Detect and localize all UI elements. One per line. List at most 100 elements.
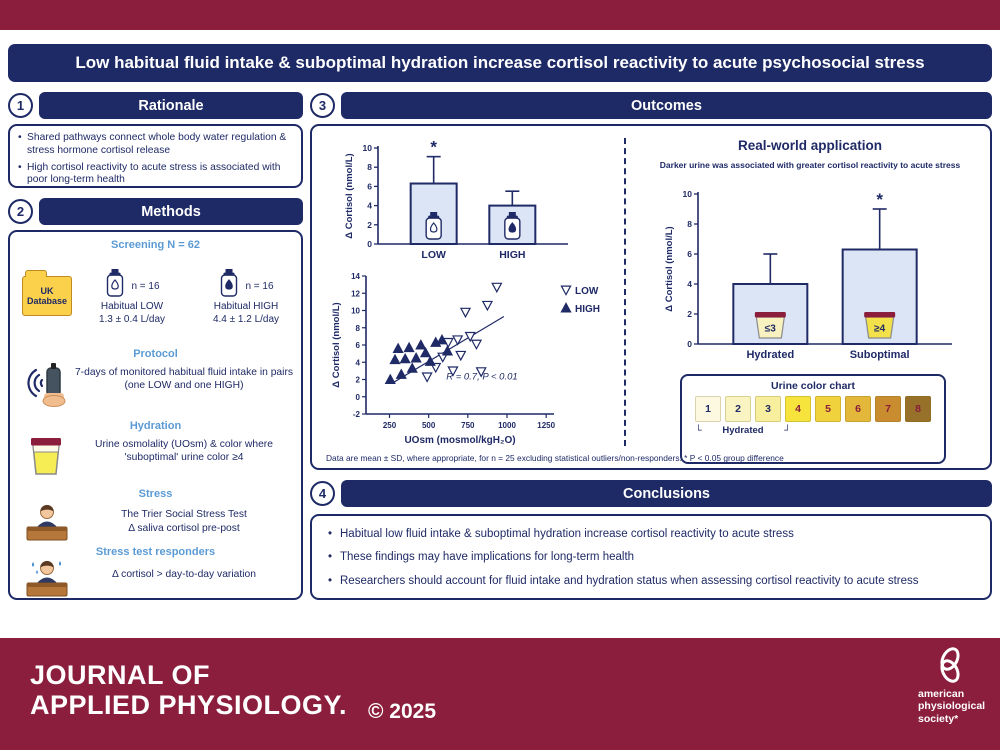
svg-text:Suboptimal: Suboptimal bbox=[850, 349, 910, 361]
journal-line1: JOURNAL OF bbox=[30, 660, 211, 690]
stress-text-line2: Δ saliva cortisol pre-post bbox=[128, 523, 240, 534]
rationale-number-badge: 1 bbox=[8, 93, 33, 118]
stress-test-person-icon bbox=[24, 502, 70, 549]
stress-label: Stress bbox=[138, 488, 173, 500]
svg-text:-2: -2 bbox=[353, 410, 361, 419]
svg-text:0: 0 bbox=[356, 393, 361, 402]
conclusions-section-title: Conclusions bbox=[341, 480, 992, 507]
svg-text:250: 250 bbox=[383, 421, 397, 430]
realworld-subtitle: Darker urine was associated with greater… bbox=[659, 160, 961, 170]
database-label-line1: UK bbox=[40, 285, 54, 296]
svg-text:750: 750 bbox=[461, 421, 475, 430]
conclusions-bullets: Habitual low fluid intake & suboptimal h… bbox=[326, 527, 972, 588]
low-group-label: Habitual LOW bbox=[100, 301, 164, 312]
cortisol-bar-chart: 0 2 4 6 8 10 Δ Cortisol (nmol/L) * LOW HIGH bbox=[344, 138, 568, 261]
svg-text:HIGH: HIGH bbox=[499, 249, 525, 261]
hydrated-range-label: └ Hydrated ┘ bbox=[695, 425, 791, 436]
hydration-bar-chart: 0 2 4 6 8 10 Δ Cortisol (nmol/L) Hydrated ≤3 * Sub… bbox=[664, 189, 952, 361]
svg-text:4: 4 bbox=[367, 201, 372, 211]
low-group-value: 1.3 ± 0.4 L/day bbox=[98, 314, 166, 325]
svg-text:UOsm (mosmol/kgH₂O): UOsm (mosmol/kgH₂O) bbox=[404, 435, 515, 446]
responders-label: Stress test responders bbox=[95, 546, 216, 558]
copyright-text: © 2025 bbox=[368, 700, 437, 723]
water-bottle-high-icon bbox=[221, 269, 238, 297]
bracket-left: └ bbox=[695, 425, 702, 436]
svg-text:HIGH: HIGH bbox=[575, 304, 600, 315]
outcomes-header: 3 Outcomes bbox=[310, 92, 992, 119]
bullet-item: These findings may have implications for… bbox=[326, 550, 972, 565]
journal-logo-text: JOURNAL OF APPLIED PHYSIOLOGY. bbox=[30, 660, 347, 720]
stress-text-line1: The Trier Social Stress Test bbox=[121, 509, 247, 520]
hydrated-label: Hydrated bbox=[722, 425, 764, 436]
bullet-item: Researchers should account for fluid int… bbox=[326, 574, 972, 589]
rationale-section-title: Rationale bbox=[39, 92, 303, 119]
hydration-text: Urine osmolality (UOsm) & color where 's… bbox=[95, 439, 273, 464]
svg-text:12: 12 bbox=[351, 289, 360, 298]
svg-text:0: 0 bbox=[367, 239, 372, 249]
urine-swatch: 8 bbox=[905, 396, 931, 422]
outcomes-panel: 0 2 4 6 8 10 Δ Cortisol (nmol/L) * LOW HIGH -2 0 2 4… bbox=[310, 124, 992, 470]
screening-label: Screening N = 62 bbox=[111, 239, 200, 251]
svg-text:Δ Cortisol (nmol/L): Δ Cortisol (nmol/L) bbox=[664, 226, 675, 311]
high-group: n = 16 Habitual HIGH 4.4 ± 1.2 L/day bbox=[190, 260, 302, 326]
svg-text:1000: 1000 bbox=[498, 421, 516, 430]
outcomes-number-badge: 3 bbox=[310, 93, 335, 118]
svg-text:6: 6 bbox=[367, 181, 372, 191]
realworld-title: Real-world application bbox=[737, 138, 883, 153]
svg-text:≥4: ≥4 bbox=[874, 324, 885, 335]
rationale-header: 1 Rationale bbox=[8, 92, 303, 119]
uk-database-icon: UK Database bbox=[22, 270, 72, 316]
svg-text:8: 8 bbox=[356, 324, 361, 333]
high-group-value: 4.4 ± 1.2 L/day bbox=[212, 314, 280, 325]
high-n-label: n = 16 bbox=[245, 281, 274, 292]
monitored-bottle-icon bbox=[20, 360, 70, 413]
urine-swatch: 2 bbox=[725, 396, 751, 422]
svg-text:14: 14 bbox=[351, 272, 360, 281]
methods-header: 2 Methods bbox=[8, 198, 303, 225]
rationale-panel: Shared pathways connect whole body water… bbox=[8, 124, 303, 188]
methods-panel: Screening N = 62 UK Database n = 16 Habi… bbox=[8, 230, 303, 600]
urine-swatch: 4 bbox=[785, 396, 811, 422]
protocol-text: 7-days of monitored habitual fluid intak… bbox=[74, 367, 294, 392]
svg-text:2: 2 bbox=[687, 309, 692, 319]
low-group: n = 16 Habitual LOW 1.3 ± 0.4 L/day bbox=[76, 260, 188, 326]
aps-society-line3: society* bbox=[918, 712, 959, 725]
outcomes-section-title: Outcomes bbox=[341, 92, 992, 119]
urine-swatch: 7 bbox=[875, 396, 901, 422]
statistics-footnote: Data are mean ± SD, where appropriate, f… bbox=[326, 453, 784, 463]
svg-text:2: 2 bbox=[367, 220, 372, 230]
urine-cup-icon bbox=[28, 434, 64, 481]
bracket-right: ┘ bbox=[784, 425, 791, 436]
footer-band: JOURNAL OF APPLIED PHYSIOLOGY. © 2025 am… bbox=[0, 638, 1000, 750]
water-bottle-low-icon bbox=[107, 269, 124, 297]
svg-text:500: 500 bbox=[422, 421, 436, 430]
svg-text:1250: 1250 bbox=[537, 421, 555, 430]
methods-section-title: Methods bbox=[39, 198, 303, 225]
svg-text:2: 2 bbox=[356, 376, 361, 385]
svg-text:10: 10 bbox=[683, 189, 693, 199]
urine-swatch: 1 bbox=[695, 396, 721, 422]
aps-society-line2: physiological bbox=[918, 700, 986, 713]
svg-text:*: * bbox=[430, 138, 437, 157]
bullet-item: High cortisol reactivity to acute stress… bbox=[16, 162, 293, 188]
protocol-label: Protocol bbox=[133, 348, 178, 360]
aps-logo-block: american physiological society* bbox=[918, 646, 996, 725]
svg-text:6: 6 bbox=[356, 341, 361, 350]
svg-text:LOW: LOW bbox=[575, 286, 599, 297]
uosm-cortisol-scatter-plot: -2 0 2 4 6 8 10 12 14 250 500 750 1000 1250 UOsm (mosm… bbox=[331, 272, 600, 446]
rationale-bullets: Shared pathways connect whole body water… bbox=[16, 132, 293, 187]
conclusions-number-badge: 4 bbox=[310, 481, 335, 506]
svg-text:Δ Cortisol (nmol/L): Δ Cortisol (nmol/L) bbox=[331, 302, 342, 387]
page-title: Low habitual fluid intake & suboptimal h… bbox=[8, 44, 992, 82]
urine-swatch: 6 bbox=[845, 396, 871, 422]
svg-text:R = 0.7, P < 0.01: R = 0.7, P < 0.01 bbox=[446, 372, 517, 383]
urine-swatch: 3 bbox=[755, 396, 781, 422]
svg-text:≤3: ≤3 bbox=[765, 324, 776, 335]
dashed-divider bbox=[624, 138, 626, 446]
svg-text:0: 0 bbox=[687, 339, 692, 349]
urine-chart-title: Urine color chart bbox=[770, 380, 856, 392]
responders-text: Δ cortisol > day-to-day variation bbox=[112, 569, 256, 580]
